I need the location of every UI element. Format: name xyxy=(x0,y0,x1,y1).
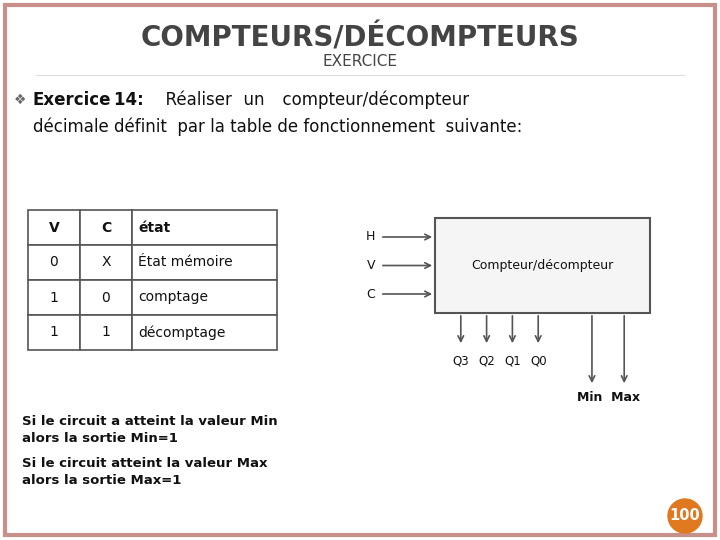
Bar xyxy=(132,210,277,245)
Text: Réaliser: Réaliser xyxy=(156,91,243,109)
Text: H: H xyxy=(366,231,375,244)
Bar xyxy=(132,315,277,350)
Text: Q1: Q1 xyxy=(504,354,521,367)
Text: C: C xyxy=(101,220,111,234)
Text: Si le circuit atteint la valeur Max: Si le circuit atteint la valeur Max xyxy=(22,457,268,470)
Text: décomptage: décomptage xyxy=(138,325,225,340)
Text: X: X xyxy=(102,255,111,269)
Text: Q0: Q0 xyxy=(530,354,546,367)
Bar xyxy=(80,245,132,280)
Text: comptage: comptage xyxy=(138,291,208,305)
Text: 100: 100 xyxy=(670,509,701,523)
Text: V: V xyxy=(366,259,375,272)
Text: état: état xyxy=(138,220,170,234)
Text: V: V xyxy=(49,220,59,234)
Text: COMPTEURS/DÉCOMPTEURS: COMPTEURS/DÉCOMPTEURS xyxy=(140,24,580,52)
Text: État mémoire: État mémoire xyxy=(138,255,233,269)
Text: Si le circuit a atteint la valeur Min: Si le circuit a atteint la valeur Min xyxy=(22,415,278,428)
Text: un: un xyxy=(233,91,275,109)
Bar xyxy=(80,280,132,315)
Text: 1: 1 xyxy=(102,326,110,340)
Text: 14:: 14: xyxy=(91,91,155,109)
Bar xyxy=(80,210,132,245)
Text: 0: 0 xyxy=(102,291,110,305)
Text: ❖: ❖ xyxy=(14,93,26,107)
Text: alors la sortie Max=1: alors la sortie Max=1 xyxy=(22,474,181,487)
Text: alors la sortie Min=1: alors la sortie Min=1 xyxy=(22,432,178,445)
Text: compteur/décompteur: compteur/décompteur xyxy=(272,91,469,109)
Bar xyxy=(132,245,277,280)
Text: 1: 1 xyxy=(50,291,58,305)
Text: 0: 0 xyxy=(50,255,58,269)
Text: décimale définit  par la table de fonctionnement  suivante:: décimale définit par la table de fonctio… xyxy=(33,118,523,136)
Bar xyxy=(28,245,80,280)
Bar xyxy=(132,280,277,315)
FancyBboxPatch shape xyxy=(5,5,715,535)
Bar xyxy=(28,210,80,245)
Text: 1: 1 xyxy=(50,326,58,340)
Text: EXERCICE: EXERCICE xyxy=(323,55,397,70)
Bar xyxy=(80,315,132,350)
Text: Q2: Q2 xyxy=(478,354,495,367)
Bar xyxy=(435,218,650,313)
Bar xyxy=(28,315,80,350)
Circle shape xyxy=(668,499,702,533)
Text: Q3: Q3 xyxy=(452,354,469,367)
Text: Min  Max: Min Max xyxy=(577,391,639,404)
Text: C: C xyxy=(366,287,375,300)
Bar xyxy=(28,280,80,315)
Text: Compteur/décompteur: Compteur/décompteur xyxy=(472,259,613,272)
Text: Exercice: Exercice xyxy=(33,91,112,109)
